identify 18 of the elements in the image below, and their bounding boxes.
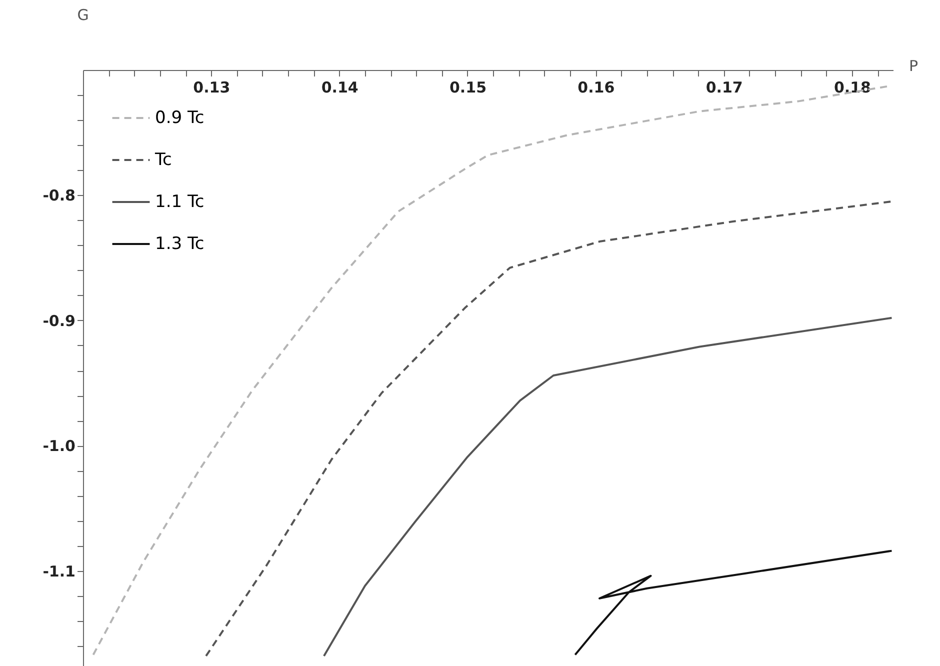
legend-label: 1.3 Tc <box>155 234 204 254</box>
y-tick-label: -0.8 <box>42 186 76 205</box>
x-tick-label: 0.16 <box>578 78 615 96</box>
y-axis-title: G <box>77 6 89 24</box>
legend-label: 0.9 Tc <box>155 108 204 128</box>
x-axis-title: P <box>909 57 918 75</box>
y-tick-label: -1.0 <box>42 437 76 456</box>
x-tick-label: 0.15 <box>449 78 486 96</box>
x-tick-label: 0.17 <box>706 78 743 96</box>
line-series <box>574 550 893 656</box>
line-series <box>322 316 893 657</box>
line-series <box>205 200 893 657</box>
legend-label: 1.1 Tc <box>155 192 204 212</box>
x-tick-label: 0.13 <box>193 78 230 96</box>
y-tick-label: -1.1 <box>42 562 76 580</box>
x-tick-label: 0.14 <box>321 78 358 96</box>
legend-label: Tc <box>154 150 172 170</box>
y-tick-label: -0.9 <box>42 312 76 330</box>
